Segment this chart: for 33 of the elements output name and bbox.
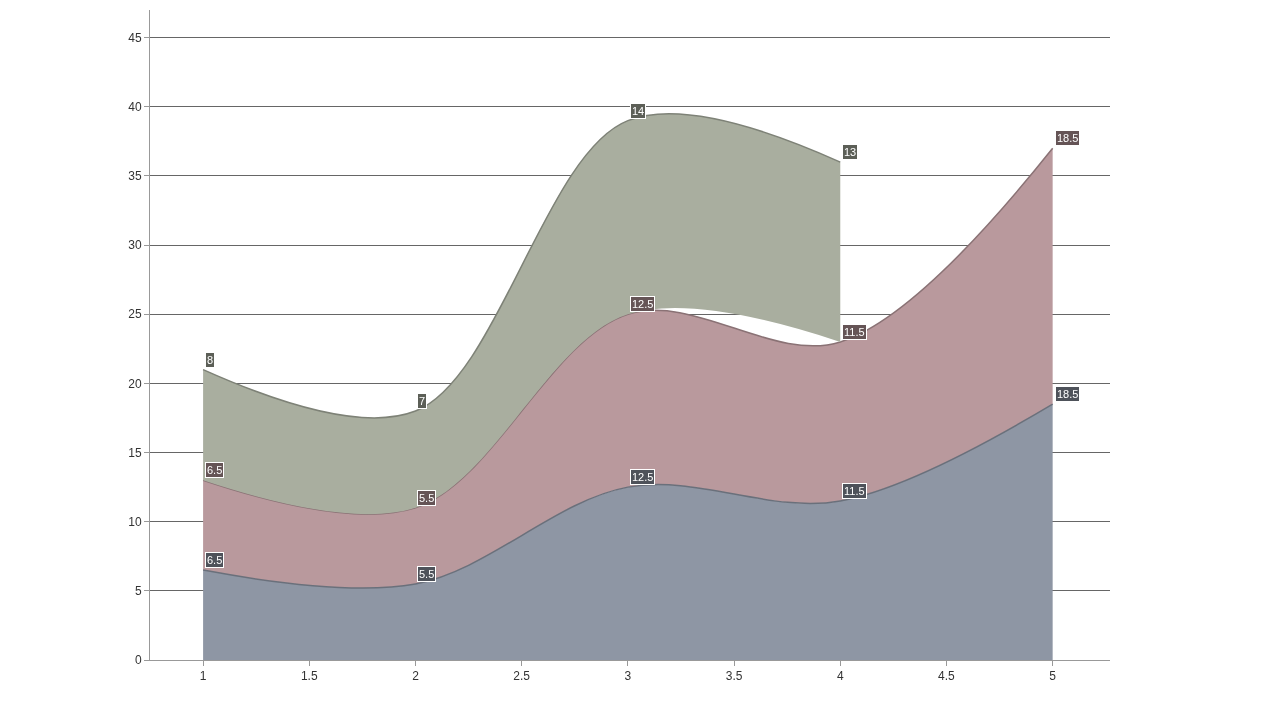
x-tick-label: 3.5 <box>725 669 743 684</box>
x-tick-label: 2.5 <box>513 669 531 684</box>
y-tick-label: 30 <box>128 238 142 253</box>
data-label: 11.5 <box>844 326 865 338</box>
y-tick-label: 20 <box>128 376 142 391</box>
data-label: 13 <box>844 146 857 158</box>
data-label: 12.5 <box>632 298 654 310</box>
x-tick-label: 2 <box>412 669 420 684</box>
data-label: 14 <box>632 105 645 117</box>
y-tick-label: 45 <box>128 30 142 45</box>
y-tick-label: 40 <box>128 100 142 115</box>
x-tick-label: 4 <box>836 669 844 684</box>
data-label: 7 <box>419 395 426 407</box>
data-label: 5.5 <box>419 492 435 504</box>
data-label: 6.5 <box>207 554 223 566</box>
x-tick-label: 1 <box>199 669 207 684</box>
y-tick-label: 15 <box>128 445 142 460</box>
x-tick-label: 4.5 <box>938 669 956 684</box>
y-tick-label: 10 <box>128 514 142 529</box>
data-label: 12.5 <box>632 471 654 483</box>
y-tick-label: 35 <box>128 169 142 184</box>
y-tick-label: 25 <box>128 307 142 322</box>
x-tick-label: 1.5 <box>300 669 318 684</box>
data-label: 18.5 <box>1057 132 1079 144</box>
data-label: 6.5 <box>207 464 223 476</box>
data-label: 18.5 <box>1057 388 1079 400</box>
y-tick-label: 0 <box>134 653 142 668</box>
x-tick-label: 3 <box>624 669 632 684</box>
y-tick-label: 5 <box>134 584 142 599</box>
data-label: 8 <box>207 354 214 366</box>
x-tick-label: 5 <box>1049 669 1057 684</box>
data-label: 11.5 <box>844 485 865 497</box>
data-label: 5.5 <box>419 568 435 580</box>
